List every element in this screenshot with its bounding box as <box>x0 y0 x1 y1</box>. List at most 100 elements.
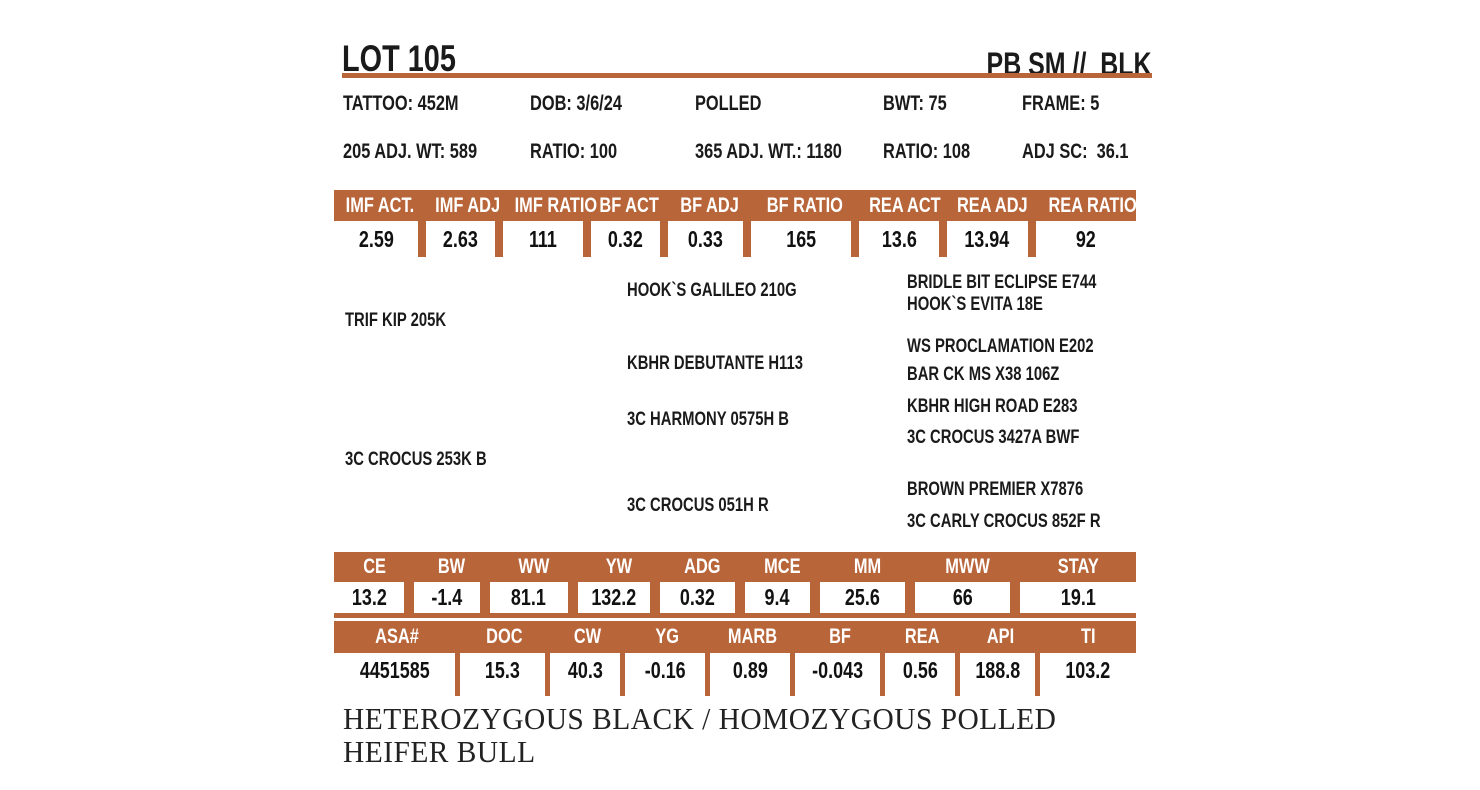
header-cell: BW <box>414 552 489 582</box>
header-cell: IMF ACT. <box>334 190 426 221</box>
carcass-table-header-row: IMF ACT. IMF ADJ IMF RATIO BF ACT BF ADJ… <box>334 190 1136 221</box>
value-cell-text: -0.16 <box>644 657 686 683</box>
header-cell: MM <box>820 552 915 582</box>
header-cell-text: MARB <box>728 625 778 648</box>
header-cell-text: YG <box>655 625 680 648</box>
adj-wt-365-text: 365 ADJ. WT.: 1180 <box>695 140 842 163</box>
value-cell: 13.94 <box>947 221 1036 257</box>
genetics-note-line1: HETEROZYGOUS BLACK / HOMOZYGOUS POLLED <box>343 702 1094 735</box>
header-cell-text: IMF ACT. <box>345 194 415 217</box>
value-cell: 0.89 <box>710 653 796 696</box>
value-cell-text: 0.32 <box>607 226 643 252</box>
value-cell-text: 132.2 <box>591 584 637 610</box>
pedigree-dam-dam-dam: 3C CARLY CROCUS 852F R <box>907 512 1155 532</box>
pedigree-sire-dam: KBHR DEBUTANTE H113 <box>627 354 853 374</box>
header-cell: REA ACT <box>859 190 946 221</box>
value-cell-text: 0.89 <box>732 657 768 683</box>
header-cell-text: ADG <box>683 555 721 578</box>
header-cell-text: BW <box>438 555 466 578</box>
pedigree-text: 3C CROCUS 253K B <box>345 449 487 470</box>
header-cell-text: API <box>986 625 1015 648</box>
epd-table: CE BW WW YW ADG MCE MM MWW STAY 13.2 -1.… <box>334 552 1136 618</box>
genetics-note: HETEROZYGOUS BLACK / HOMOZYGOUS POLLED H… <box>343 702 1094 768</box>
value-cell: -1.4 <box>414 582 490 613</box>
header-cell-text: WW <box>518 555 550 578</box>
value-cell-text: 25.6 <box>845 584 881 610</box>
value-cell: -0.16 <box>625 653 711 696</box>
header-cell: REA <box>885 621 960 653</box>
header-cell-text: BF <box>829 625 851 648</box>
header-cell: API <box>960 621 1040 653</box>
header-cell: TI <box>1040 621 1135 653</box>
value-cell: 40.3 <box>550 653 626 696</box>
value-cell-text: -0.043 <box>812 657 863 683</box>
adj-wt-205-text: 205 ADJ. WT: 589 <box>343 140 478 163</box>
header-cell: MCE <box>745 552 820 582</box>
dob-text: DOB: 3/6/24 <box>530 92 622 115</box>
header-rule <box>342 73 1152 78</box>
header-cell: BF <box>795 621 885 653</box>
value-cell-text: 9.4 <box>764 584 790 610</box>
value-cell-text: 81.1 <box>511 584 547 610</box>
header-cell-text: IMF RATIO <box>514 194 598 217</box>
pedigree-text: HOOK`S GALILEO 210G <box>627 280 797 301</box>
bwt-field: BWT: 75 <box>883 92 965 116</box>
header-cell-text: REA ADJ <box>956 194 1028 217</box>
ratio-205-text: RATIO: 100 <box>530 140 618 163</box>
value-cell-text: 103.2 <box>1065 657 1111 683</box>
pedigree-dam-sire: 3C HARMONY 0575H B <box>627 410 835 430</box>
pedigree-text: BROWN PREMIER X7876 <box>907 479 1084 500</box>
value-cell: 2.63 <box>426 221 504 257</box>
pedigree-sire-dam-dam: BAR CK MS X38 106Z <box>907 365 1102 385</box>
header-cell-text: REA <box>905 625 940 648</box>
frame-field: FRAME: 5 <box>1022 92 1121 116</box>
value-cell: 0.32 <box>659 582 745 613</box>
value-cell: 165 <box>751 221 860 257</box>
value-cell: 13.6 <box>859 221 947 257</box>
bwt-text: BWT: 75 <box>883 92 947 115</box>
header-cell: YG <box>625 621 710 653</box>
header-cell-text: REA RATIO <box>1048 194 1137 217</box>
pedigree-text: KBHR DEBUTANTE H113 <box>627 353 803 374</box>
pedigree-text: 3C CARLY CROCUS 852F R <box>907 511 1101 532</box>
genetics-note-line2: HEIFER BULL <box>343 735 1094 768</box>
pedigree-text: BRIDLE BIT ECLIPSE E744 <box>907 272 1097 293</box>
pedigree-sire-sire-sire: BRIDLE BIT ECLIPSE E744 <box>907 273 1150 293</box>
polled-field: POLLED <box>695 92 780 116</box>
pedigree-dam-sire-dam: 3C CROCUS 3427A BWF <box>907 428 1128 448</box>
header-cell-text: REA ACT <box>869 194 941 217</box>
lot-number-title: LOT 105 <box>342 38 488 80</box>
value-cell-text: 40.3 <box>567 657 603 683</box>
value-cell: 4451585 <box>334 653 460 696</box>
value-cell-text: 188.8 <box>975 657 1021 683</box>
pedigree-text: 3C CROCUS 3427A BWF <box>907 427 1080 448</box>
index-table: ASA# DOC CW YG MARB BF REA API TI 445158… <box>334 621 1136 696</box>
value-cell: 188.8 <box>960 653 1041 696</box>
pedigree-text: WS PROCLAMATION E202 <box>907 336 1094 357</box>
value-cell: 92 <box>1036 221 1136 257</box>
pedigree-sire-sire: HOOK`S GALILEO 210G <box>627 281 844 301</box>
header-cell-text: BF ACT <box>599 194 659 217</box>
header-cell-text: MCE <box>764 555 801 578</box>
value-cell: 19.1 <box>1020 582 1136 613</box>
pedigree-text: 3C CROCUS 051H R <box>627 495 769 516</box>
pedigree-dam-dam: 3C CROCUS 051H R <box>627 496 809 516</box>
header-cell-text: MWW <box>945 555 991 578</box>
value-cell-text: 0.56 <box>902 657 938 683</box>
pedigree-sire: TRIF KIP 205K <box>345 311 475 331</box>
pedigree-text: 3C HARMONY 0575H B <box>627 409 789 430</box>
header-cell-text: YW <box>605 555 632 578</box>
header-cell: DOC <box>460 621 550 653</box>
header-cell-text: IMF ADJ <box>435 194 501 217</box>
pedigree-text: BAR CK MS X38 106Z <box>907 364 1060 385</box>
header-cell: ADG <box>660 552 745 582</box>
ratio-365-field: RATIO: 108 <box>883 140 995 164</box>
header-cell: STAY <box>1020 552 1135 582</box>
value-cell: 0.33 <box>668 221 751 257</box>
header-cell: WW <box>490 552 578 582</box>
carcass-table: IMF ACT. IMF ADJ IMF RATIO BF ACT BF ADJ… <box>334 190 1136 257</box>
value-cell-text: -1.4 <box>431 584 463 610</box>
ratio-365-text: RATIO: 108 <box>883 140 971 163</box>
polled-text: POLLED <box>695 92 762 115</box>
